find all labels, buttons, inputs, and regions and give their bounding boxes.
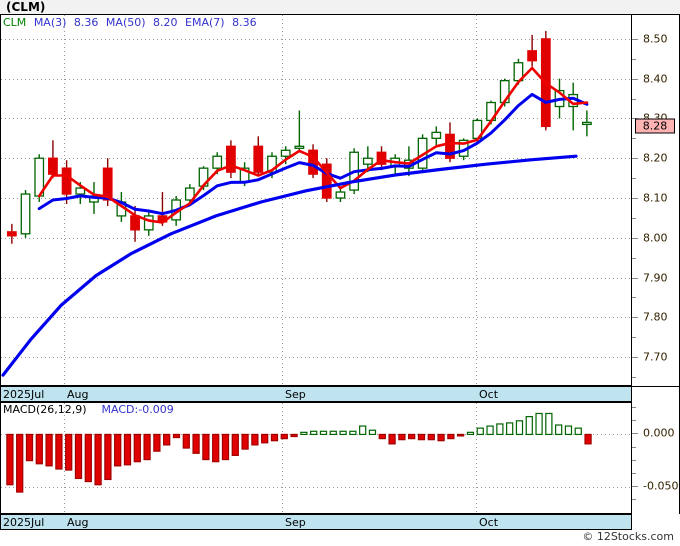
macd-legend: MACD(26,12,9) MACD:-0.009 <box>3 403 174 416</box>
price-y-tick-label: 8.50 <box>643 32 668 46</box>
macd-y-tick <box>632 433 638 435</box>
macd-y-minor-tick <box>632 459 636 461</box>
macd-y-axis: 0.000 -0.050 <box>632 402 680 514</box>
legend-ma50-label: MA(50) <box>105 16 146 29</box>
page-title: (CLM) <box>6 0 46 14</box>
price-legend: CLM MA(3) 8.36 MA(50) 8.20 EMA(7) 8.36 <box>3 16 261 29</box>
price-y-tick <box>632 38 638 40</box>
footer: © 12Stocks.com <box>0 530 680 546</box>
x-axis-tick-label: Aug <box>67 516 89 529</box>
candlestick-svg <box>1 15 631 385</box>
x-axis-tick-label: Oct <box>479 516 499 529</box>
macd-y-minor-tick <box>632 498 636 500</box>
price-y-tick <box>632 158 638 160</box>
macd-plot-area[interactable] <box>1 403 631 513</box>
price-plot-area[interactable] <box>1 15 631 385</box>
price-y-minor-tick <box>632 178 636 180</box>
legend-ema7-value: 8.36 <box>232 16 257 29</box>
price-x-axis: 2025Jul Aug Sep Oct <box>0 386 632 402</box>
x-axis-tick-label: 2025Jul <box>3 516 45 529</box>
price-y-minor-tick <box>632 337 636 339</box>
x-axis-tick-label: Aug <box>67 388 89 401</box>
price-y-tick-label: 8.20 <box>643 151 668 165</box>
price-y-tick <box>632 78 638 80</box>
x-axis-tick-label: 2025Jul <box>3 388 45 401</box>
price-y-minor-tick <box>632 257 636 259</box>
x-axis-tick-label: Sep <box>285 516 306 529</box>
price-y-tick-label: 7.70 <box>643 350 668 364</box>
price-y-minor-tick <box>632 297 636 299</box>
macd-y-minor-tick <box>632 407 636 409</box>
macd-histogram-svg <box>1 403 631 513</box>
macd-y-minor-tick <box>632 420 636 422</box>
macd-chart-pane[interactable] <box>0 402 632 514</box>
price-y-tick-label: 8.10 <box>643 191 668 205</box>
legend-ma3-label: MA(3) <box>33 16 67 29</box>
macd-x-axis: 2025Jul Aug Sep Oct <box>0 514 632 530</box>
price-y-axis: 8.508.408.308.208.108.007.907.807.708.28 <box>632 14 680 387</box>
price-y-tick-label: 7.90 <box>643 271 668 285</box>
watermark-text: © 12Stocks.com <box>582 530 674 543</box>
price-y-tick <box>632 317 638 319</box>
price-y-tick <box>632 237 638 239</box>
price-y-minor-tick <box>632 98 636 100</box>
title-bar: (CLM) <box>0 0 680 14</box>
price-y-tick <box>632 357 638 359</box>
price-y-tick-label: 8.40 <box>643 72 668 86</box>
price-y-tick-label: 8.00 <box>643 231 668 245</box>
price-chart-pane[interactable] <box>0 14 632 386</box>
price-y-minor-tick <box>632 58 636 60</box>
price-y-tick <box>632 198 638 199</box>
macd-y-tick-label: 0.000 <box>643 426 675 440</box>
price-y-minor-tick <box>632 138 636 140</box>
legend-ema7-label: EMA(7) <box>185 16 225 29</box>
macd-indicator-label: MACD(26,12,9) <box>3 403 87 416</box>
price-y-minor-tick <box>632 217 636 219</box>
legend-symbol: CLM <box>3 16 27 29</box>
x-axis-tick-label: Oct <box>479 388 499 401</box>
axis-separator-horizontal <box>632 386 680 387</box>
last-price-label: 8.28 <box>635 118 675 134</box>
legend-ma3-value: 8.36 <box>73 16 99 29</box>
price-y-minor-tick <box>632 377 636 379</box>
price-y-tick-label: 7.80 <box>643 310 668 324</box>
macd-y-tick <box>632 485 638 487</box>
price-y-tick <box>632 277 638 279</box>
x-axis-tick-label: Sep <box>285 388 306 401</box>
macd-y-tick-label: -0.050 <box>643 479 679 493</box>
macd-y-minor-tick <box>632 446 636 448</box>
legend-ma50-value: 8.20 <box>153 16 178 29</box>
macd-y-minor-tick <box>632 472 636 474</box>
macd-value-label: MACD:-0.009 <box>101 403 174 416</box>
